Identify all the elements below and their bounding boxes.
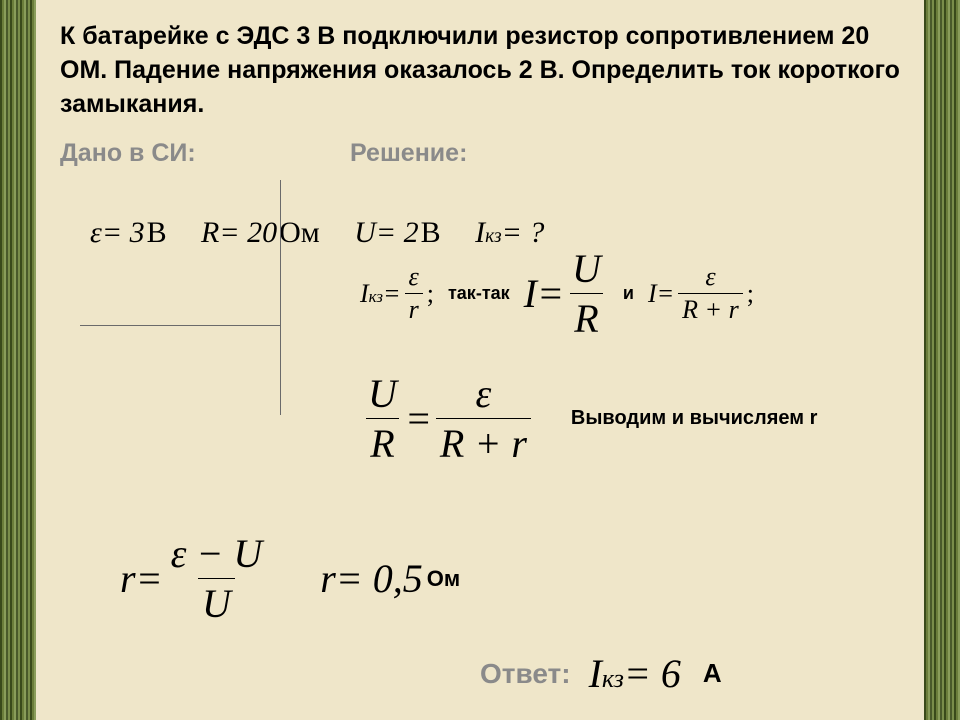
given-R: R = 20 Ом — [201, 216, 320, 250]
solution-heading: Решение: — [350, 139, 467, 167]
answer-label: Ответ: — [480, 658, 571, 690]
formula-equate: U R = ε R + r — [360, 370, 535, 467]
headings-row: Дано в СИ: Решение: — [60, 139, 900, 168]
solution-row-3: r = ε − U U r = 0,5 Ом — [120, 530, 960, 627]
formula-I-UR: I = U R — [524, 245, 609, 342]
formula-Ikz: I кз = ε r ; — [360, 262, 434, 325]
given-vertical-divider — [280, 180, 281, 415]
answer-unit: А — [703, 658, 722, 689]
formula-r-value: r = 0,5 Ом — [320, 555, 460, 602]
decorative-border-left — [0, 0, 36, 720]
given-horizontal-divider — [80, 325, 280, 326]
problem-statement: К батарейке с ЭДС 3 В подключили резисто… — [60, 20, 900, 121]
slide-content: К батарейке с ЭДС 3 В подключили резисто… — [60, 20, 900, 256]
solution-area: I кз = ε r ; так-так I = U R и I — [360, 245, 960, 467]
answer-row: Ответ: I кз = 6 А — [480, 650, 722, 697]
note-derive: Выводим и вычисляем r — [571, 407, 817, 430]
given-eps: ε = 3 В — [90, 216, 167, 250]
note-taktak: так-так — [448, 283, 510, 304]
note-and: и — [623, 283, 634, 304]
solution-row-1: I кз = ε r ; так-так I = U R и I — [360, 245, 960, 342]
solution-row-2: U R = ε R + r Выводим и вычисляем r — [360, 370, 960, 467]
answer-formula: I кз = 6 — [589, 650, 681, 697]
given-heading: Дано в СИ: — [60, 139, 196, 167]
formula-r-expr: r = ε − U U — [120, 530, 270, 627]
formula-I-eps-Rr: I = ε R + r ; — [648, 262, 754, 325]
